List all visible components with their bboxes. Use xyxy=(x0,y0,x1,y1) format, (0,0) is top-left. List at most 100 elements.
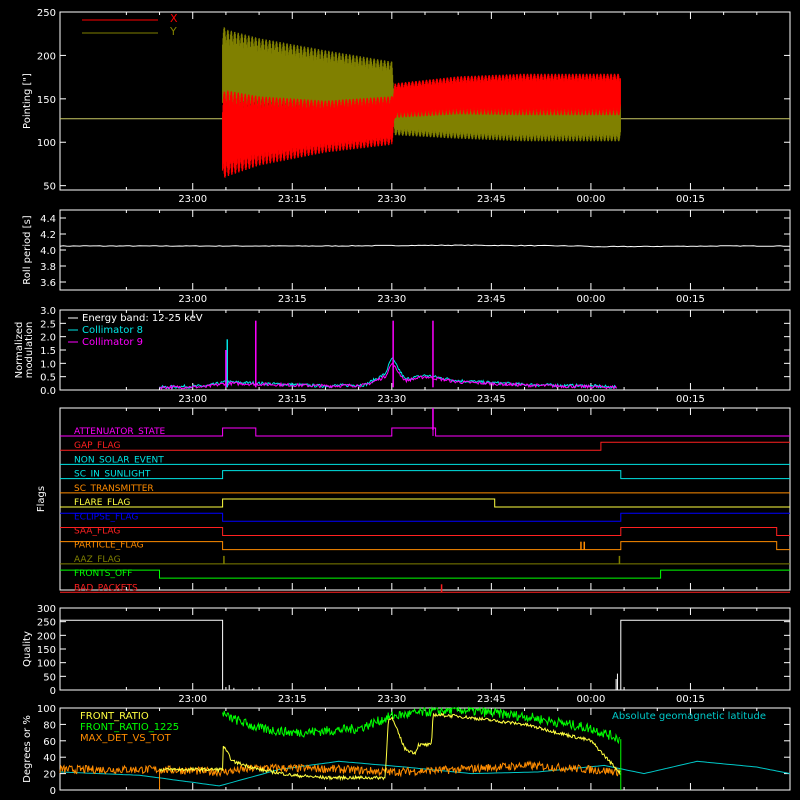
y-tick-label: 80 xyxy=(43,720,56,731)
y-tick-label: 40 xyxy=(43,753,56,764)
time-tick-label: 00:15 xyxy=(676,394,705,405)
legend-label-x: X xyxy=(170,12,178,25)
y-tick-label: 250 xyxy=(37,8,56,19)
y-tick-label: 2.0 xyxy=(40,333,56,344)
time-tick-label: 00:15 xyxy=(676,194,705,205)
y-tick-label: 0.5 xyxy=(40,373,56,384)
flag-label-particle-flag: PARTICLE_FLAG xyxy=(74,541,144,551)
flag-line-sc-in-sunlight xyxy=(60,470,790,480)
time-tick-label: 00:00 xyxy=(576,194,605,205)
modulation-panel: 23:00 23:15 23:30 23:45 00:00 00:15 0.0 0.5 1.0 1… xyxy=(14,306,791,405)
legend-front-ratio-1225: FRONT_RATIO_1225 xyxy=(80,722,179,733)
quality-line xyxy=(60,619,790,691)
y-tick-label: 20 xyxy=(43,770,56,781)
legend-geomag-latitude: Absolute geomagnetic latitude xyxy=(612,711,766,722)
y-tick-label: 200 xyxy=(37,631,56,642)
time-tick-label: 23:45 xyxy=(477,394,506,405)
ratio-line-1 xyxy=(222,706,621,745)
y-tick-label: 1.5 xyxy=(40,346,56,357)
y-axis-label: Flags xyxy=(36,486,47,512)
y-tick-label: 100 xyxy=(37,704,56,715)
time-tick-label: 23:15 xyxy=(278,194,307,205)
time-tick-label: 23:45 xyxy=(477,294,506,305)
flags-panel: Flags ATTENUATOR_STATE GAP_FLAG NON_SOLAR_E… xyxy=(36,407,791,593)
time-tick-label: 23:45 xyxy=(477,194,506,205)
time-tick-label: 23:15 xyxy=(278,694,307,705)
flag-label-flare-flag: FLARE_FLAG xyxy=(74,498,130,508)
y-tick-label: 3.6 xyxy=(40,278,56,289)
time-tick-label: 23:00 xyxy=(178,194,207,205)
legend-label-y: Y xyxy=(169,25,177,38)
y-tick-label: 4.0 xyxy=(40,246,56,257)
flag-line-particle-flag xyxy=(60,541,790,551)
flag-label-eclipse-flag: ECLIPSE_FLAG xyxy=(74,512,138,522)
y-tick-label: 100 xyxy=(37,138,56,149)
quality-panel: 23:00 23:15 23:30 23:45 00:00 00:15 0 50 100 150 2… xyxy=(22,604,791,705)
ratio-line-3 xyxy=(59,760,791,787)
y-axis-label: Roll period [s] xyxy=(22,215,33,284)
flag-line-fronts-off xyxy=(60,569,790,579)
time-tick-label: 00:00 xyxy=(576,294,605,305)
time-tick-label: 00:00 xyxy=(576,394,605,405)
legend-collimator-9: Collimator 9 xyxy=(82,337,143,348)
ratio-line-2 xyxy=(59,760,621,778)
time-tick-label: 23:15 xyxy=(278,294,307,305)
y-axis-label: Normalized xyxy=(14,322,25,379)
flag-label-gap-flag: GAP_FLAG xyxy=(74,441,120,451)
flag-label-aaz-flag: AAZ_FLAG xyxy=(74,555,121,565)
flag-label-saa-flag: SAA_FLAG xyxy=(74,526,120,536)
y-tick-label: 50 xyxy=(43,672,56,683)
flag-label-non-solar-event: NON_SOLAR_EVENT xyxy=(74,455,164,465)
flag-label-sc-transmitter: SC_TRANSMITTER xyxy=(74,484,154,494)
y-tick-label: 4.2 xyxy=(40,230,56,241)
time-tick-label: 23:30 xyxy=(377,694,406,705)
y-axis-label: Pointing ["] xyxy=(22,73,33,129)
y-tick-label: 60 xyxy=(43,737,56,748)
time-tick-label: 00:00 xyxy=(576,694,605,705)
legend-collimator-8: Collimator 8 xyxy=(82,325,143,336)
y-tick-label: 100 xyxy=(37,659,56,670)
y-tick-label: 200 xyxy=(37,51,56,62)
y-axis-label: modulation xyxy=(24,322,35,379)
flag-label-sc-in-sunlight: SC_IN_SUNLIGHT xyxy=(74,470,151,480)
y-tick-label: 2.5 xyxy=(40,319,56,330)
pointing-series-x xyxy=(222,73,621,178)
pointing-panel: 23:00 23:15 23:30 23:45 00:00 00:15 50 100 150 20… xyxy=(22,8,791,205)
legend-energy-band: Energy band: 12-25 keV xyxy=(82,313,203,324)
roll-frame xyxy=(59,209,791,291)
y-tick-label: 0.0 xyxy=(40,386,56,397)
time-tick-label: 23:00 xyxy=(178,394,207,405)
flag-label-bad-packets: BAD_PACKETS xyxy=(74,583,138,593)
time-tick-label: 23:30 xyxy=(377,294,406,305)
legend-max-det: MAX_DET_VS_TOT xyxy=(80,733,172,744)
y-tick-label: 3.8 xyxy=(40,262,56,273)
time-tick-label: 00:15 xyxy=(676,694,705,705)
time-tick-label: 00:15 xyxy=(676,294,705,305)
time-tick-label: 23:30 xyxy=(377,194,406,205)
flag-line-attenuator-state xyxy=(60,427,790,437)
ratios-panel: 0 20 40 60 80 100 Degrees or % FRONT_RATIOFRONT… xyxy=(22,704,791,797)
ratio-line-0 xyxy=(159,712,621,782)
flag-line-saa-flag xyxy=(60,526,790,536)
y-axis-label: Degrees or % xyxy=(22,715,33,783)
y-tick-label: 4.4 xyxy=(40,214,56,225)
flag-line-eclipse-flag xyxy=(60,512,790,522)
time-tick-label: 23:45 xyxy=(477,694,506,705)
flag-label-fronts-off: FRONTS_OFF xyxy=(74,569,132,579)
flag-line-flare-flag xyxy=(60,498,790,508)
time-tick-label: 23:00 xyxy=(178,294,207,305)
roll-panel: 23:00 23:15 23:30 23:45 00:00 00:15 3.6 3.8 4.0 4… xyxy=(22,209,791,305)
time-tick-label: 23:00 xyxy=(178,694,207,705)
modulation-line-collimator-9 xyxy=(159,362,617,391)
y-tick-label: 50 xyxy=(43,182,56,193)
legend-front-ratio: FRONT_RATIO xyxy=(80,711,149,722)
y-tick-label: 300 xyxy=(37,604,56,615)
time-tick-label: 23:15 xyxy=(278,394,307,405)
flag-label-attenuator-state: ATTENUATOR_STATE xyxy=(74,427,166,437)
y-axis-label: Quality xyxy=(22,631,33,667)
roll-period-line xyxy=(59,244,790,248)
y-tick-label: 150 xyxy=(37,95,56,106)
flag-line-gap-flag xyxy=(60,441,790,451)
